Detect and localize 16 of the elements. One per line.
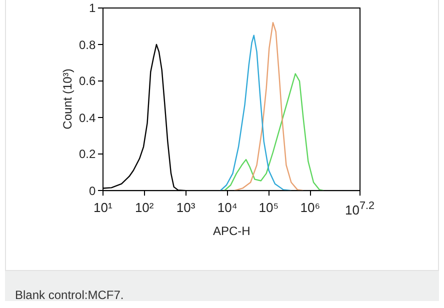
x-tick-label: 10$^{7.2}$ — [345, 200, 375, 217]
y-tick-label: 0.6 — [79, 74, 96, 88]
x-tick-label: 10⁶ — [300, 200, 320, 215]
x-axis-title: APC-H — [213, 224, 250, 238]
text: Blank control:MCF7. — [15, 288, 124, 302]
y-tick-label: 0.8 — [79, 38, 96, 52]
x-tick-label: 10⁴ — [217, 200, 238, 215]
x-tick-label: 10¹ — [94, 200, 112, 215]
y-tick-label: 0 — [89, 184, 96, 198]
x-tick-label: 10³ — [176, 200, 196, 215]
y-tick-label: 0.2 — [79, 147, 96, 162]
x-tick-label: 10⁵ — [258, 200, 279, 215]
y-axis-title: Count (10³) — [60, 68, 74, 130]
x-tick-label: 10² — [134, 200, 154, 215]
y-tick-label: 0.4 — [79, 110, 96, 125]
y-tick-label: 1 — [89, 1, 96, 15]
